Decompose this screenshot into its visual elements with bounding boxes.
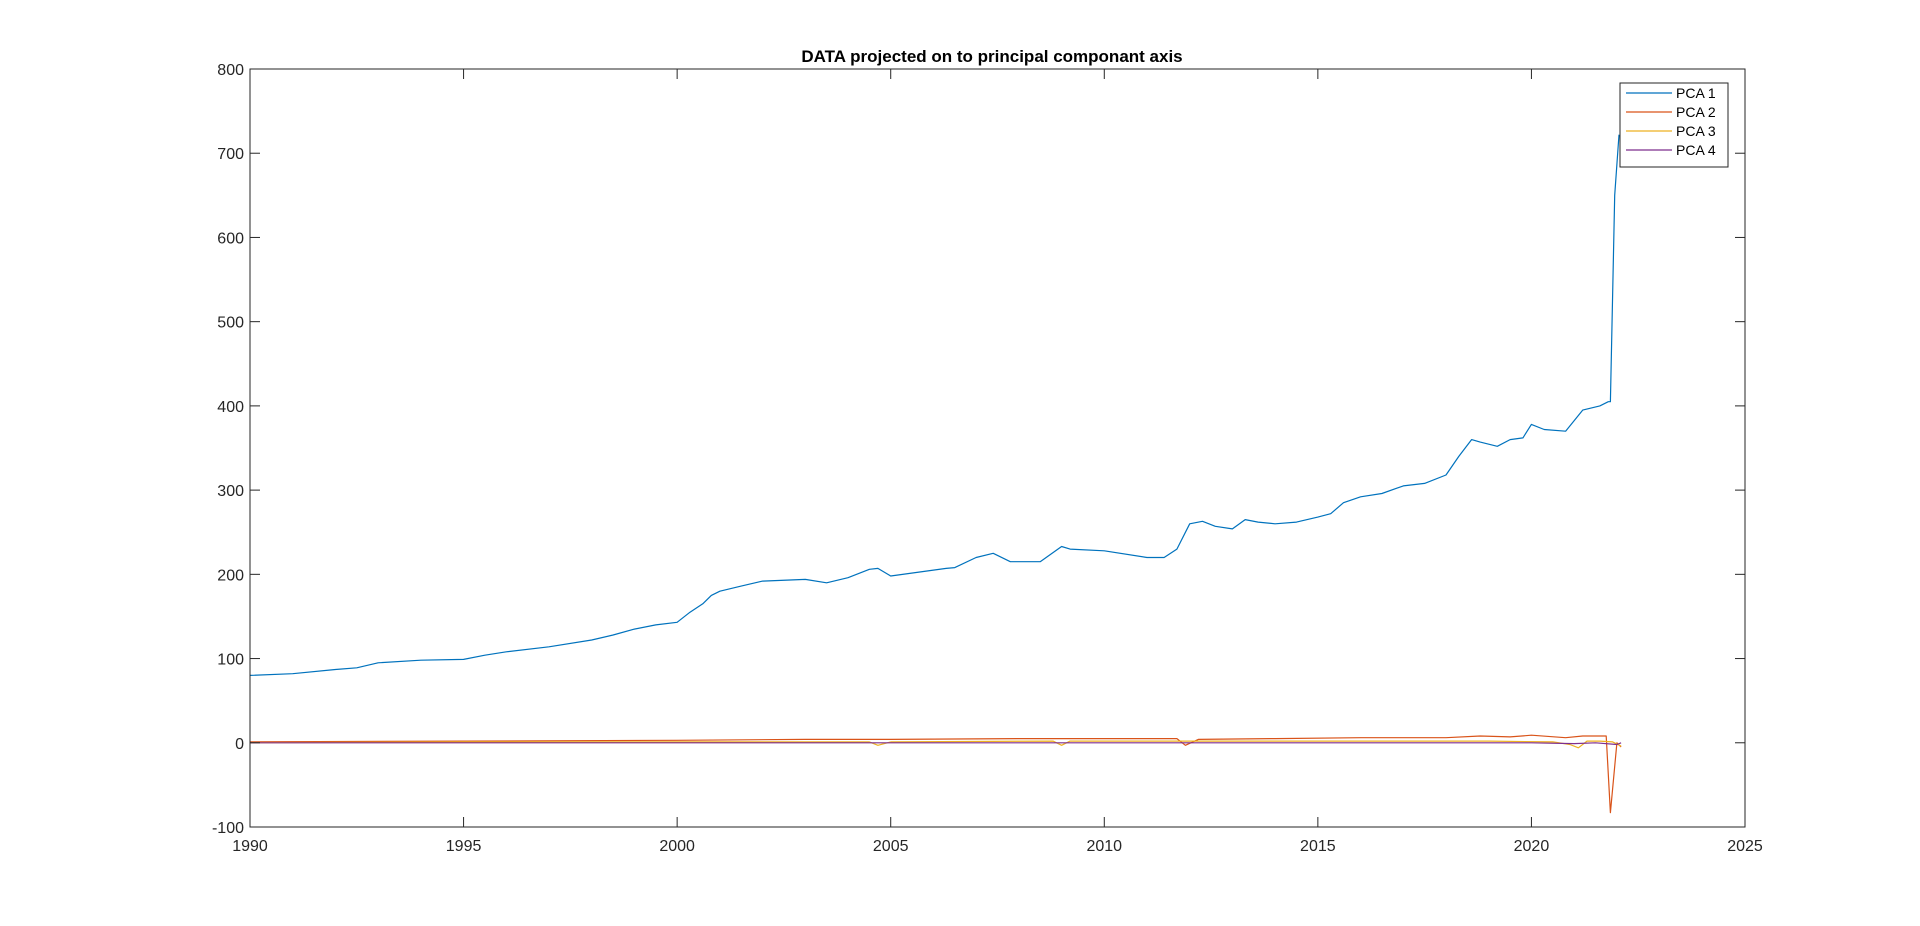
legend-label-2: PCA 2 <box>1676 104 1716 120</box>
y-tick-label: 800 <box>217 62 244 79</box>
x-tick-label: 2025 <box>1727 838 1763 855</box>
y-tick-label: 300 <box>217 483 244 500</box>
ticks-layer: 1990 1995 2000 2005 2010 2015 2020 2025 -100 0 100… <box>212 62 1763 855</box>
plot-area <box>250 69 1745 827</box>
legend-label-4: PCA 4 <box>1676 142 1716 158</box>
x-tick-label: 2015 <box>1300 838 1336 855</box>
series-line-1 <box>249 134 1620 676</box>
series-line-2 <box>249 734 1622 814</box>
x-tick-label: 2020 <box>1514 838 1550 855</box>
y-tick-label: 500 <box>217 315 244 332</box>
legend: PCA 1 PCA 2 PCA 3 PCA 4 <box>1619 82 1729 168</box>
y-tick-label: 0 <box>235 736 244 753</box>
y-tick-label: 100 <box>217 652 244 669</box>
x-tick-label: 2005 <box>873 838 909 855</box>
axes-box <box>249 68 1746 828</box>
y-tick-label: 700 <box>217 146 244 163</box>
legend-label-1: PCA 1 <box>1676 85 1716 101</box>
chart-title: DATA projected on to principal componant… <box>801 47 1182 66</box>
y-tick-label: -100 <box>212 820 244 837</box>
x-tick-label: 2010 <box>1086 838 1122 855</box>
y-tick-label: 200 <box>217 567 244 584</box>
legend-box <box>1619 82 1729 168</box>
y-tick-label: 600 <box>217 230 244 247</box>
series-line-3 <box>249 740 1622 749</box>
series-line-4 <box>250 742 1622 746</box>
x-tick-label: 1995 <box>446 838 482 855</box>
legend-label-3: PCA 3 <box>1676 123 1716 139</box>
x-tick-label: 1990 <box>232 838 268 855</box>
y-tick-label: 400 <box>217 399 244 416</box>
x-tick-label: 2000 <box>659 838 695 855</box>
series-layer <box>249 134 1622 814</box>
